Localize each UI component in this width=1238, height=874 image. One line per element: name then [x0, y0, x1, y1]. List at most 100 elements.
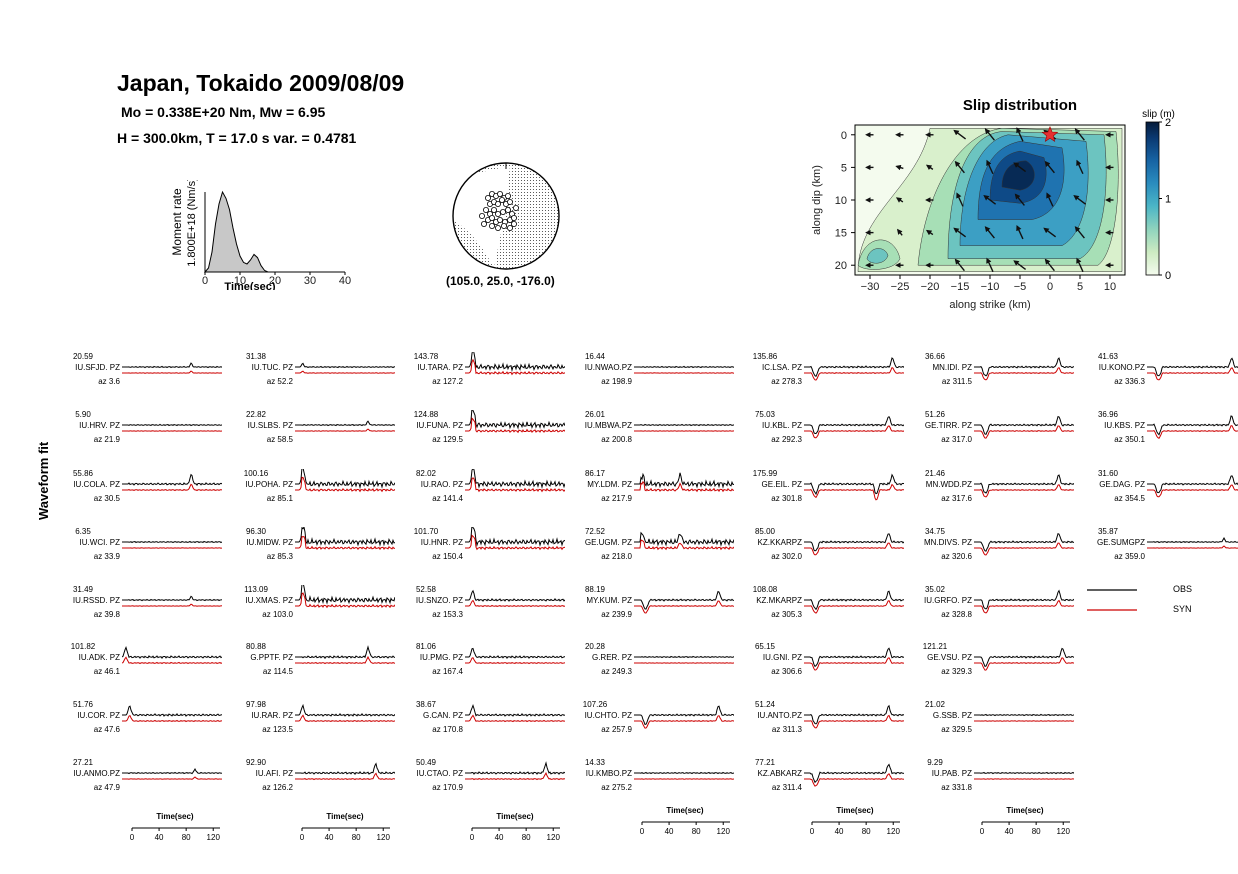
waveform-station: 31.38 IU.TUC. PZ az 52.2	[233, 352, 395, 404]
station-name: IU.NWAO.PZ	[584, 363, 632, 372]
station-trace-plot	[634, 472, 734, 493]
waveform-station: 36.66 MN.IDI. PZ az 311.5	[912, 352, 1074, 404]
station-name: G.SSB. PZ	[932, 711, 972, 720]
station-trace-plot	[974, 713, 1074, 722]
trace-obs	[1147, 415, 1238, 436]
slip-vector	[956, 192, 964, 207]
station-name: MN.WDD.PZ	[925, 480, 972, 489]
mr-y-tick-label: 1.800E+18 (Nm/s)	[186, 180, 198, 267]
station-amplitude: 35.87	[1097, 527, 1119, 536]
waveform-station: 101.82 IU.ADK. PZ az 46.1	[60, 642, 222, 694]
station-azimuth: az 150.4	[432, 552, 463, 561]
trace-syn	[295, 370, 395, 374]
station-name: IU.ANTO.PZ	[757, 711, 802, 720]
slip-vector	[1076, 257, 1084, 272]
station-name: IU.SLBS. PZ	[247, 421, 293, 430]
waveform-station: 100.16 IU.POHA. PZ az 85.1	[233, 469, 395, 521]
time-axis-tick-label: 120	[377, 833, 391, 842]
trace-syn	[804, 542, 904, 556]
beachball-station-mark	[500, 209, 507, 216]
station-name: IU.ADK. PZ	[78, 653, 120, 662]
time-axis-label: Time(sec)	[836, 806, 874, 815]
station-azimuth: az 52.2	[266, 377, 293, 386]
station-name: IU.KBS. PZ	[1104, 421, 1145, 430]
trace-syn	[295, 428, 395, 432]
trace-obs	[465, 761, 565, 775]
station-amplitude: 9.29	[927, 758, 943, 767]
trace-syn	[974, 542, 1074, 556]
station-name: IU.POHA. PZ	[245, 480, 293, 489]
trace-obs	[465, 469, 565, 489]
trace-syn	[974, 657, 1074, 671]
station-amplitude: 113.09	[244, 585, 268, 594]
time-axis-svg: 0 40 80 120	[470, 827, 560, 842]
waveform-time-axis: Time(sec) 0 40 80 120	[120, 812, 230, 852]
trace-syn	[122, 603, 222, 607]
station-trace-plot	[634, 365, 734, 374]
station-name: IU.SFJD. PZ	[75, 363, 120, 372]
trace-obs	[974, 415, 1074, 435]
waveform-time-axis: Time(sec) 0 40 80 120	[460, 812, 570, 852]
time-axis-tick-label: 80	[862, 827, 871, 836]
trace-obs	[634, 771, 734, 775]
station-name: IU.RAR. PZ	[251, 711, 293, 720]
slip-distribution-chart: Slip distribution−30 −25 −20 −15 −10 −5 0 5 1005…	[811, 97, 1175, 311]
station-trace-plot	[295, 469, 395, 493]
beachball-station-mark	[507, 199, 514, 206]
station-name: IU.WCI. PZ	[79, 538, 120, 547]
beachball-station-mark	[491, 207, 498, 214]
waveform-station: 31.60 GE.DAG. PZ az 354.5	[1085, 469, 1238, 521]
station-name: GE.UGM. PZ	[584, 538, 632, 547]
beachball-station-mark	[497, 217, 504, 224]
station-amplitude: 6.35	[75, 527, 91, 536]
station-azimuth: az 311.4	[771, 783, 802, 792]
station-name: GE.SUMGPZ	[1096, 538, 1145, 547]
station-name: IU.COR. PZ	[77, 711, 120, 720]
beachball-station-mark	[497, 191, 504, 198]
slip-vector	[925, 164, 934, 171]
station-name: IU.TARA. PZ	[417, 363, 463, 372]
station-name: IU.RAO. PZ	[420, 480, 463, 489]
trace-syn	[634, 539, 734, 551]
beachball-station-mark	[485, 195, 492, 202]
trace-obs	[122, 595, 222, 602]
station-trace-plot	[122, 595, 222, 607]
hypocenter-star	[1041, 125, 1059, 142]
time-axis-label: Time(sec)	[496, 812, 534, 821]
station-name: GE.DAG. PZ	[1099, 480, 1145, 489]
slip-x-tick-label: −10	[981, 281, 1000, 293]
trace-syn	[122, 483, 222, 492]
trace-obs	[295, 585, 395, 605]
colorbar-tick-label: 1	[1165, 194, 1171, 206]
trace-obs	[974, 474, 1074, 494]
station-amplitude: 31.49	[72, 585, 94, 594]
trace-obs	[974, 713, 1074, 717]
station-name: IU.KBL. PZ	[761, 421, 802, 430]
waveform-station: 35.87 GE.SUMGPZ az 359.0	[1085, 527, 1238, 579]
slip-vector	[954, 258, 965, 272]
trace-syn	[465, 599, 565, 608]
slip-colorbar	[1145, 121, 1160, 276]
waveform-station: 96.30 IU.MIDW. PZ az 85.3	[233, 527, 395, 579]
waveform-fit-label: Waveform fit	[36, 441, 51, 520]
station-azimuth: az 170.9	[432, 783, 463, 792]
station-trace-plot	[465, 469, 565, 493]
time-axis-tick-label: 80	[692, 827, 701, 836]
station-amplitude: 85.00	[754, 527, 776, 536]
slip-vector	[895, 197, 904, 203]
slip-x-tick-label: −5	[1014, 281, 1027, 293]
time-axis-tick-label: 40	[1005, 827, 1014, 836]
waveform-station: 34.75 MN.DIVS. PZ az 320.6	[912, 527, 1074, 579]
station-name: IU.TUC. PZ	[251, 363, 293, 372]
waveform-station: 77.21 KZ.ABKARZ az 311.4	[742, 758, 904, 810]
station-amplitude: 51.26	[924, 410, 946, 419]
station-trace-plot	[974, 533, 1074, 556]
station-trace-plot	[804, 473, 904, 501]
station-amplitude: 51.24	[754, 700, 776, 709]
station-name: KZ.MKARPZ	[756, 596, 802, 605]
trace-syn	[974, 778, 1074, 780]
trace-obs	[1147, 475, 1238, 494]
station-azimuth: az 305.3	[771, 610, 802, 619]
slip-vector	[984, 226, 995, 239]
mr-x-tick-label: 40	[339, 275, 351, 287]
